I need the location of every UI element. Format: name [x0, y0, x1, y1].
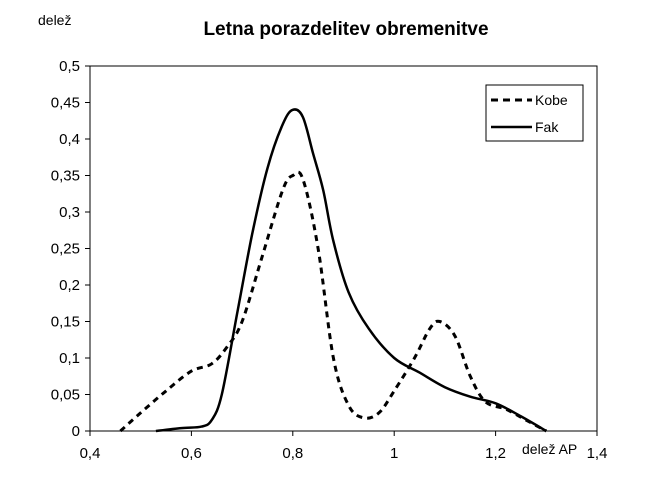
legend-label-kobe: Kobe — [535, 92, 568, 108]
legend: Kobe Fak — [485, 84, 584, 142]
y-tick-label: 0 — [72, 423, 80, 440]
y-tick-label: 0,5 — [59, 58, 80, 75]
x-tick-label: 1 — [390, 445, 398, 462]
y-tick-label: 0,1 — [59, 350, 80, 367]
y-tick-label: 0,25 — [51, 241, 80, 258]
x-tick-label: 1,2 — [485, 445, 506, 462]
series-lines — [119, 108, 548, 433]
legend-label-fak: Fak — [535, 119, 559, 135]
y-axis-label: delež — [38, 12, 71, 28]
x-axis: 0,4 0,6 0,8 1 1,2 1,4 — [80, 431, 608, 462]
x-tick-label: 1,4 — [587, 445, 608, 462]
x-tick-label: 0,4 — [80, 445, 101, 462]
x-axis-label: delež AP — [522, 441, 577, 457]
y-tick-label: 0,35 — [51, 168, 80, 185]
y-tick-label: 0,15 — [51, 314, 80, 331]
y-axis: 0 0,05 0,1 0,15 0,2 0,25 0,3 0,35 0,4 0,45 0,5 — [51, 58, 90, 440]
y-tick-label: 0,4 — [59, 131, 80, 148]
series-line-kobe — [119, 170, 548, 433]
x-tick-label: 0,6 — [181, 445, 202, 462]
y-tick-label: 0,2 — [59, 277, 80, 294]
legend-box — [485, 84, 584, 142]
series-line-fak — [155, 108, 547, 433]
y-tick-label: 0,45 — [51, 95, 80, 112]
y-tick-label: 0,05 — [51, 387, 80, 404]
x-tick-label: 0,8 — [282, 445, 303, 462]
y-tick-label: 0,3 — [59, 204, 80, 221]
chart-title: Letna porazdelitev obremenitve — [203, 19, 488, 40]
